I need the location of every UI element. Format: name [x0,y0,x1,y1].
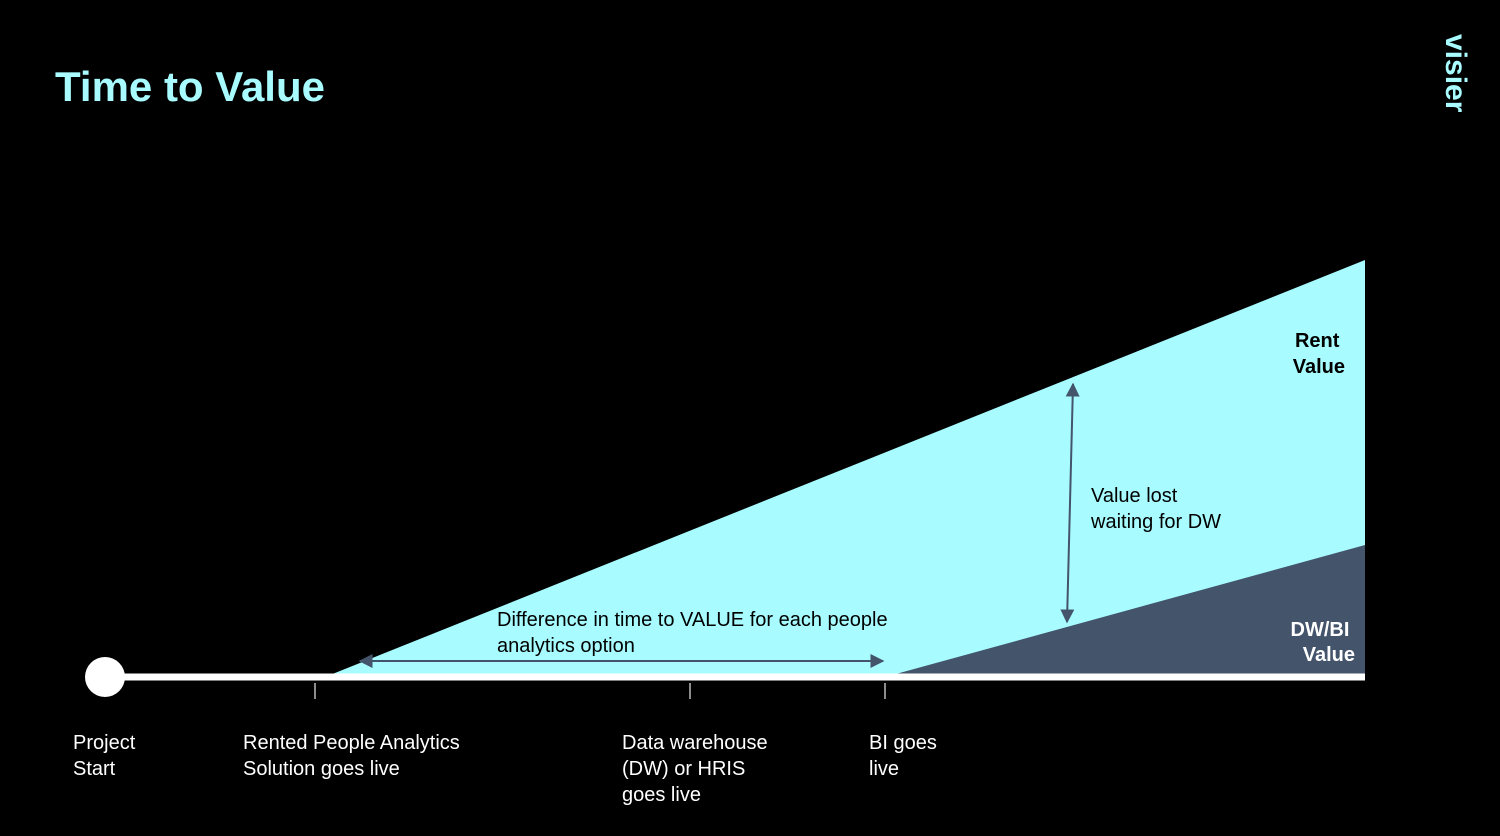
label-line: BI goes [869,732,937,754]
rent-area [325,260,1365,677]
dwbi-area [885,545,1365,677]
milestone-label: BI goes live [869,732,937,780]
label-line: waiting for DW [1090,511,1221,533]
label-line: Value lost [1091,485,1178,507]
value-lost-label: Value lost waiting for DW [1090,485,1221,533]
difference-label: Difference in time to VALUE for each peo… [497,609,893,657]
milestone-label: Rented People Analytics Solution goes liv… [243,732,460,780]
milestone-label: Project Start [73,732,136,780]
label-line: goes live [622,784,701,806]
label-line: Data warehouse [622,732,768,754]
milestone-label: Data warehouse (DW) or HRIS goes live [622,732,768,806]
label-line: analytics option [497,635,635,657]
logo: visier [1439,34,1472,113]
title: Time to Value [55,63,325,110]
label-line: Project [73,732,136,754]
label-line: Difference in time to VALUE for each peo… [497,609,888,631]
value-lost-arrow [1060,382,1080,624]
milestones: Project Start Rented People Analytics Solut… [73,732,937,806]
label-line: Value [1303,644,1355,666]
label-line: Start [73,758,116,780]
label-line: Solution goes live [243,758,400,780]
label-line: (DW) or HRIS [622,758,745,780]
rent-label: Rent Value [1293,330,1345,378]
label-line: DW/BI [1291,619,1350,641]
ticks [314,683,886,699]
label-line: Rented People Analytics [243,732,460,754]
label-line: Value [1293,356,1345,378]
label-line: Rent [1295,330,1340,352]
label-line: live [869,758,899,780]
start-dot [85,657,125,697]
dwbi-label: DW/BI Value [1291,619,1355,666]
